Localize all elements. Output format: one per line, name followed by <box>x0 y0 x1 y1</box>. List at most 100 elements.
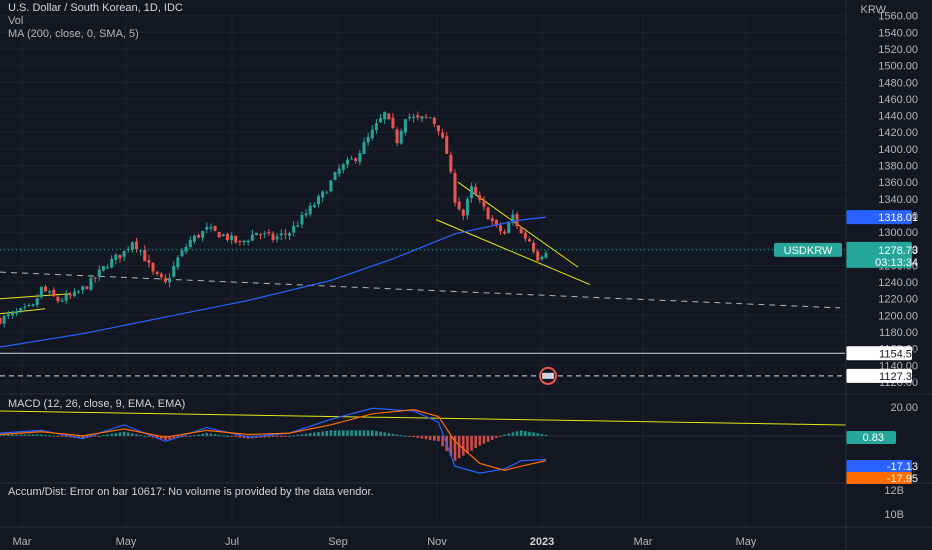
macd-histogram-bar <box>528 431 531 436</box>
candle-body <box>242 240 246 243</box>
candle-body <box>296 225 300 227</box>
candle-body <box>379 118 383 123</box>
macd-histogram-bar <box>424 435 428 440</box>
macd-histogram-bar <box>532 432 535 436</box>
macd-histogram-bar <box>308 433 312 436</box>
chart-title: U.S. Dollar / South Korean, 1D, IDC <box>8 2 183 14</box>
macd-histogram-bar <box>2 434 6 436</box>
macd-histogram-bar <box>449 435 453 456</box>
candle-body <box>325 192 329 194</box>
macd-histogram-bar <box>292 435 295 437</box>
macd-histogram-bar <box>412 435 415 438</box>
candle-body <box>519 227 523 234</box>
level-price-box <box>846 346 912 361</box>
price-tick-label: 1300.00 <box>878 227 918 239</box>
ma-legend: MA (200, close, 0, SMA, 5) <box>8 28 139 40</box>
macd-histogram-bar <box>31 434 35 436</box>
x-tick-label: Jul <box>225 536 239 548</box>
candle-body <box>68 294 72 296</box>
candle-body <box>329 180 333 192</box>
macd-histogram-bar <box>433 435 436 441</box>
macd-histogram-bar <box>375 431 378 436</box>
candle-body <box>461 209 465 216</box>
candle-body <box>15 311 19 314</box>
candle-body <box>507 222 511 233</box>
ma200-line <box>0 216 547 348</box>
candle-body <box>238 240 242 242</box>
candle-body <box>424 116 428 118</box>
candle-body <box>544 252 548 258</box>
candle-body <box>275 236 279 240</box>
macd-histogram-bar <box>441 435 444 447</box>
pattern-line <box>0 308 46 315</box>
candle-body <box>226 234 229 241</box>
candle-body <box>436 125 440 132</box>
macd-line <box>0 407 547 474</box>
macd-histogram-bar <box>15 434 18 436</box>
macd-histogram-bar <box>524 431 527 436</box>
candle-body <box>408 117 411 119</box>
candle-body <box>449 154 453 172</box>
candle-body <box>432 117 436 124</box>
candle-body <box>540 256 544 260</box>
candle-body <box>445 136 449 154</box>
macd-histogram-bar <box>519 430 523 436</box>
candle-body <box>48 291 52 293</box>
histogram-value: 0.83 <box>863 432 884 444</box>
candle-body <box>391 117 395 129</box>
macd-histogram-bar <box>114 433 118 436</box>
candle-body <box>101 266 105 271</box>
candle-body <box>416 115 420 118</box>
symbol-tag-label: USDKRW <box>784 245 833 257</box>
price-tick-label: 1220.00 <box>878 294 918 306</box>
candle-body <box>503 231 507 234</box>
macd-histogram-bar <box>271 435 275 437</box>
price-tick-label: 1480.00 <box>878 77 918 89</box>
candle-body <box>308 205 312 215</box>
macd-histogram-bar <box>325 430 329 436</box>
macd-histogram-bar <box>395 434 399 436</box>
candle-body <box>532 242 536 252</box>
candle-body <box>267 232 271 234</box>
macd-histogram-bar <box>478 435 482 446</box>
macd-histogram-bar <box>457 435 461 459</box>
macd-histogram-bar <box>188 435 192 437</box>
macd-histogram-bar <box>404 435 407 437</box>
candle-body <box>420 116 424 119</box>
candle-body <box>250 234 254 241</box>
volume-tick-label: 12B <box>884 485 904 497</box>
macd-histogram-bar <box>536 433 540 436</box>
macd-histogram-bar <box>511 432 515 436</box>
macd-histogram-bar <box>205 433 209 436</box>
currency-label: KRW <box>860 4 886 16</box>
candle-body <box>441 132 445 138</box>
macd-histogram-bar <box>317 432 320 436</box>
candle-body <box>536 251 540 261</box>
pattern-line <box>0 293 71 300</box>
candle-body <box>246 240 250 243</box>
candle-body <box>412 116 416 118</box>
macd-histogram-bar <box>147 435 151 437</box>
candle-body <box>403 119 407 133</box>
candle-body <box>366 136 370 143</box>
candle-body <box>130 242 134 250</box>
macd-histogram-bar <box>77 435 80 439</box>
price-tick-label: 1400.00 <box>878 144 918 156</box>
candle-body <box>205 226 209 230</box>
macd-histogram-bar <box>416 435 420 438</box>
candle-body <box>350 158 354 160</box>
macd-histogram-bar <box>52 435 56 437</box>
price-tick-label: 1240.00 <box>878 277 918 289</box>
macd-histogram-bar <box>461 435 465 456</box>
price-tick-label: 1340.00 <box>878 194 918 206</box>
macd-histogram-bar <box>346 430 349 436</box>
ma-value-box <box>846 210 912 225</box>
macd-histogram-bar <box>391 433 395 436</box>
candle-body <box>39 286 43 298</box>
macd-legend: MACD (12, 26, close, 9, EMA, EMA) <box>8 398 186 410</box>
candle-body <box>106 267 110 269</box>
macd-histogram-bar <box>110 433 113 436</box>
macd-histogram-bar <box>379 431 382 436</box>
macd-histogram-bar <box>296 434 300 436</box>
